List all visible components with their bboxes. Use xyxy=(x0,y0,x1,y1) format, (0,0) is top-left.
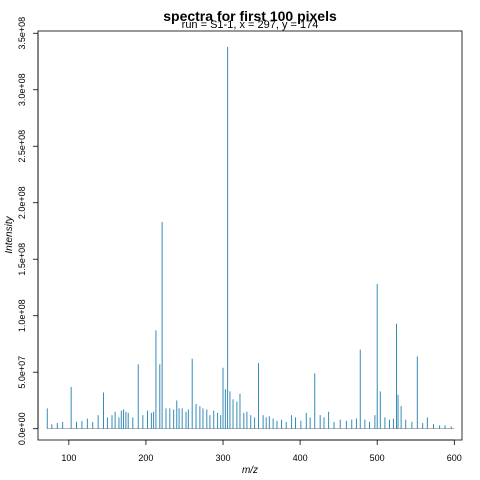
y-tick-label: 1.5e+08 xyxy=(17,243,27,276)
y-tick-label: 2.0e+08 xyxy=(17,186,27,219)
y-tick-label: 3.0e+08 xyxy=(17,73,27,106)
y-tick-label: 1.0e+08 xyxy=(17,299,27,332)
x-tick-label: 200 xyxy=(138,453,153,463)
x-tick-label: 300 xyxy=(216,453,231,463)
chart-title: spectra for first 100 pixels xyxy=(163,8,337,24)
x-tick-label: 100 xyxy=(61,453,76,463)
x-tick-label: 600 xyxy=(447,453,462,463)
y-tick-label: 3.5e+08 xyxy=(17,17,27,50)
y-tick-label: 5.0e+07 xyxy=(17,356,27,389)
y-axis-label: Intensity xyxy=(4,215,15,253)
plot-frame xyxy=(37,30,463,441)
y-tick-label: 0.0e+00 xyxy=(17,412,27,445)
y-axis: 0.0e+00 5.0e+07 1.0e+08 1.5e+08 2.0e+08 2.5e+… xyxy=(17,17,39,445)
x-axis-label: m/z xyxy=(242,465,258,476)
x-axis: 100 200 300 400 500 600 xyxy=(61,439,462,463)
chart-subtitle: run = S1-1, x = 297, y = 174 xyxy=(182,19,319,31)
y-tick-label: 2.5e+08 xyxy=(17,130,27,163)
spectrum-layer xyxy=(46,46,452,429)
x-tick-label: 400 xyxy=(293,453,308,463)
x-tick-label: 500 xyxy=(370,453,385,463)
